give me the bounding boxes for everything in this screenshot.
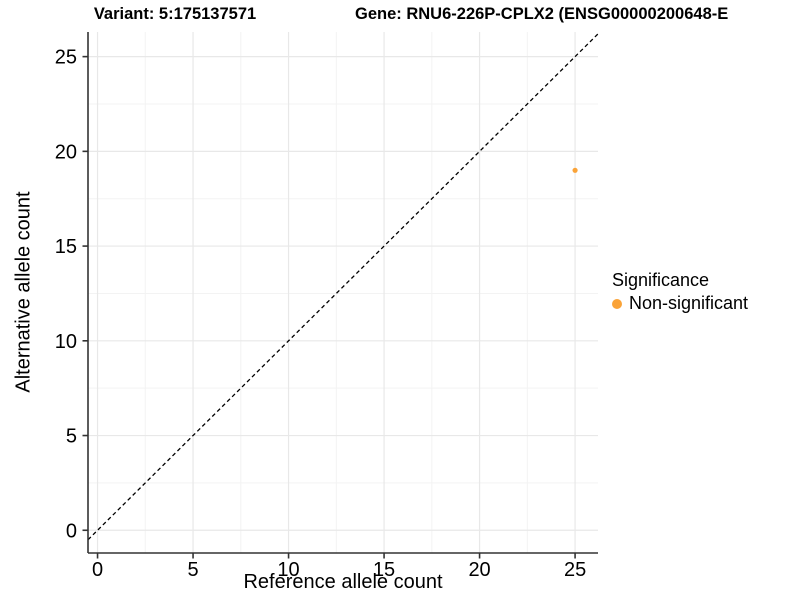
x-tick-label: 15 <box>373 559 395 581</box>
y-tick-label: 10 <box>55 331 77 353</box>
x-tick-label: 25 <box>564 559 586 581</box>
legend-item-label: Non-significant <box>629 293 749 313</box>
x-axis-title: Reference allele count <box>243 571 443 593</box>
legend-title: Significance <box>612 270 710 290</box>
legend-point-swatch <box>612 298 622 309</box>
x-tick-label: 5 <box>187 559 198 581</box>
variant-title: Variant: 5:175137571 <box>93 5 257 23</box>
legend: Significance Non-significant <box>612 269 748 314</box>
gene-title: Gene: RNU6-226P-CPLX2 (ENSG00000200648-E <box>355 5 729 23</box>
data-point <box>572 167 578 173</box>
y-tick-label: 25 <box>55 47 77 69</box>
identity-line <box>87 33 599 541</box>
y-tick-label: 5 <box>66 426 77 448</box>
y-axis-title: Alternative allele count <box>12 191 35 393</box>
x-tick-label: 0 <box>92 559 103 581</box>
x-tick-label: 20 <box>468 559 490 581</box>
y-tick-label: 20 <box>55 141 77 163</box>
y-tick-label: 15 <box>55 236 77 258</box>
x-tick-label: 10 <box>277 559 299 581</box>
y-tick-label: 0 <box>66 520 77 542</box>
legend-item: Non-significant <box>612 293 748 314</box>
